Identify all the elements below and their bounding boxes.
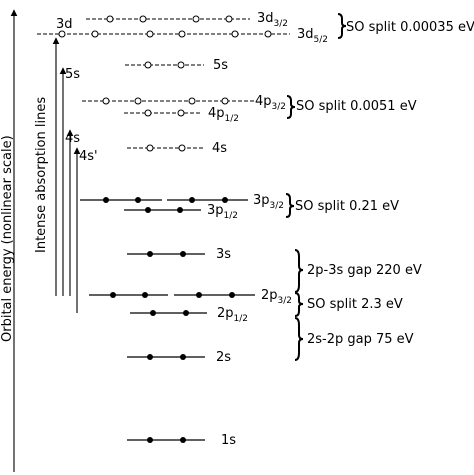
- label-3d-five-half: 3d5/2: [297, 27, 328, 45]
- empty-state: [146, 144, 154, 152]
- empty-state: [231, 30, 239, 38]
- transition-label-5s: 5s: [65, 67, 80, 82]
- label-2p-half: 2p1/2: [217, 306, 248, 324]
- empty-state: [264, 30, 272, 38]
- empty-state: [177, 61, 185, 69]
- label-2s: 2s: [216, 350, 231, 365]
- label-3s: 3s: [216, 247, 231, 262]
- brace-4p: [286, 95, 296, 119]
- label-3p-three-half: 3p3/2: [253, 193, 284, 211]
- electron: [150, 310, 156, 316]
- annotation-so-3p: SO split 0.21 eV: [295, 199, 399, 214]
- brace-3d: [337, 13, 347, 39]
- empty-state: [102, 97, 110, 105]
- electron: [147, 354, 153, 360]
- empty-state: [58, 30, 66, 38]
- annotation-gap-2s2p: 2s-2p gap 75 eV: [307, 332, 414, 347]
- electron: [103, 197, 109, 203]
- empty-state: [188, 97, 196, 105]
- label-4p-three-half: 4p3/2: [255, 94, 286, 112]
- transition-label-4s-prime: 4s': [79, 149, 98, 164]
- electron: [110, 292, 116, 298]
- annotation-so-2p: SO split 2.3 eV: [307, 297, 403, 312]
- electron: [135, 197, 141, 203]
- electron: [147, 437, 153, 443]
- annotation-so-4p: SO split 0.0051 eV: [296, 99, 417, 114]
- empty-state: [106, 15, 114, 23]
- label-2p-three-half: 2p3/2: [261, 288, 292, 306]
- transition-label-3d: 3d: [56, 17, 73, 32]
- label-4p-half: 4p1/2: [208, 106, 239, 124]
- electron: [196, 292, 202, 298]
- label-1s: 1s: [221, 433, 236, 448]
- empty-state: [146, 30, 154, 38]
- electron: [142, 292, 148, 298]
- label-3p-half: 3p1/2: [207, 203, 238, 221]
- electron: [177, 207, 183, 213]
- electron: [180, 437, 186, 443]
- absorption-lines-label: Intense absorption lines: [34, 97, 49, 253]
- empty-state: [177, 109, 185, 117]
- annotation-gap-2p3s: 2p-3s gap 220 eV: [307, 263, 422, 278]
- empty-state: [192, 15, 200, 23]
- brace-gap-2p3s: [294, 249, 304, 293]
- empty-state: [144, 61, 152, 69]
- electron: [189, 197, 195, 203]
- electron: [183, 310, 189, 316]
- electron: [180, 251, 186, 257]
- electron: [222, 197, 228, 203]
- annotation-so-3d: SO split 0.00035 eV: [346, 20, 474, 35]
- empty-state: [178, 30, 186, 38]
- energy-axis-label: Orbital energy (nonlinear scale): [0, 135, 15, 342]
- label-3d-three-half: 3d3/2: [257, 11, 288, 29]
- brace-3p: [285, 193, 295, 218]
- empty-state: [144, 109, 152, 117]
- electron: [180, 354, 186, 360]
- electron: [145, 207, 151, 213]
- empty-state: [91, 30, 99, 38]
- electron: [147, 251, 153, 257]
- label-4s: 4s: [212, 141, 227, 156]
- brace-gap-2s2p: [294, 317, 304, 361]
- empty-state: [221, 97, 229, 105]
- empty-state: [225, 15, 233, 23]
- brace-2p: [294, 292, 304, 317]
- electron: [229, 292, 235, 298]
- empty-state: [178, 144, 186, 152]
- label-5s: 5s: [213, 58, 228, 73]
- empty-state: [134, 97, 142, 105]
- transition-label-4s: 4s: [65, 131, 80, 146]
- empty-state: [139, 15, 147, 23]
